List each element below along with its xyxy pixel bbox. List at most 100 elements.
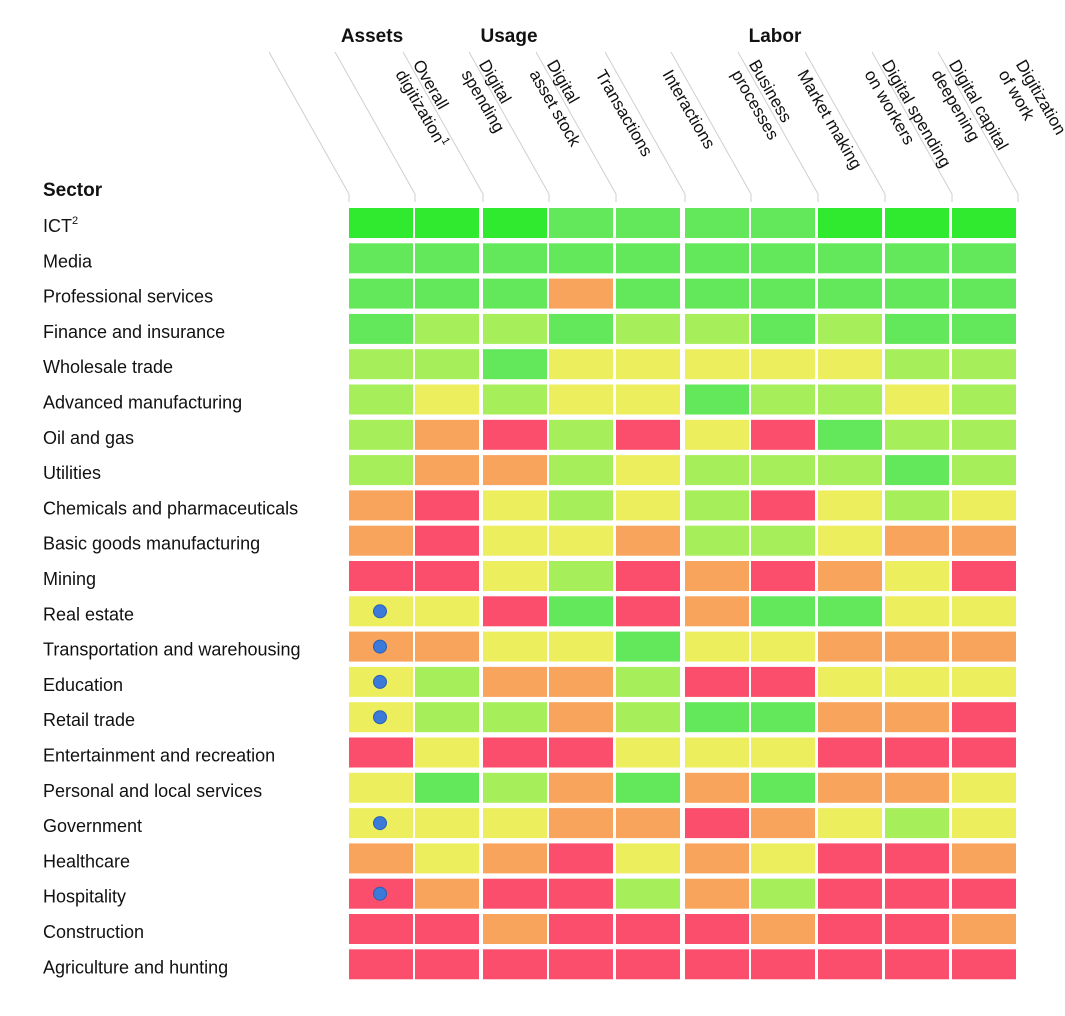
- heatmap-cell: [549, 666, 613, 697]
- heatmap-cell: [616, 737, 680, 768]
- heatmap-cell: [818, 455, 882, 486]
- heatmap-cell: [685, 561, 749, 591]
- heatmap-cell: [549, 949, 613, 980]
- marker-dot: [373, 710, 387, 725]
- heatmap-cell: [885, 278, 949, 309]
- heatmap-cell: [751, 737, 815, 768]
- heatmap-cell: [952, 666, 1016, 697]
- heatmap-cell: [549, 737, 613, 768]
- heatmap-cell: [349, 914, 413, 944]
- heatmap-cell: [952, 878, 1016, 909]
- heatmap-cell: [415, 631, 479, 662]
- column-label-interactions: Interactions: [659, 67, 719, 153]
- sector-label-entertainment-and-recreation: Entertainment and recreation: [43, 746, 275, 766]
- heatmap-cell: [616, 419, 680, 450]
- sector-label-media: Media: [43, 251, 93, 271]
- heatmap-cell: [685, 631, 749, 662]
- heatmap-cell: [685, 313, 749, 344]
- heatmap-cell: [685, 349, 749, 380]
- heatmap-cell: [885, 313, 949, 344]
- heatmap-cell: [483, 596, 547, 627]
- heatmap-cell: [483, 525, 547, 556]
- heatmap-cell: [751, 384, 815, 415]
- heatmap-cell: [549, 878, 613, 909]
- heatmap-cell: [549, 419, 613, 450]
- heatmap-cell: [415, 914, 479, 944]
- heatmap-cell: [885, 525, 949, 556]
- heatmap-cell: [415, 596, 479, 627]
- heatmap-cell: [349, 419, 413, 450]
- heatmap-cell: [483, 561, 547, 591]
- heatmap-cell: [483, 313, 547, 344]
- heatmap-cell: [818, 631, 882, 662]
- heatmap-cell: [349, 208, 413, 238]
- heatmap-cell: [751, 561, 815, 591]
- heatmap-cell: [818, 243, 882, 274]
- heatmap-cell: [818, 349, 882, 380]
- heatmap-cell: [952, 596, 1016, 627]
- heatmap-cell: [885, 208, 949, 238]
- heatmap-cell: [415, 949, 479, 980]
- heatmap-cell: [549, 596, 613, 627]
- heatmap-cell: [549, 313, 613, 344]
- heatmap-cell: [616, 666, 680, 697]
- heatmap-cell: [685, 772, 749, 803]
- heatmap-cell: [685, 490, 749, 521]
- heatmap-cell: [483, 914, 547, 944]
- heatmap-cell: [751, 278, 815, 309]
- heatmap-cell: [952, 419, 1016, 450]
- heatmap-cell: [483, 490, 547, 521]
- heatmap-cell: [549, 843, 613, 874]
- heatmap-cell: [885, 631, 949, 662]
- heatmap-cell: [818, 702, 882, 733]
- heatmap-cell: [952, 772, 1016, 803]
- sector-label-professional-services: Professional services: [43, 287, 213, 307]
- heatmap-cell: [685, 419, 749, 450]
- heatmap-cell: [885, 772, 949, 803]
- heatmap-cell: [818, 843, 882, 874]
- heatmap-cell: [818, 384, 882, 415]
- heatmap-cell: [349, 349, 413, 380]
- heatmap-cell: [483, 278, 547, 309]
- heatmap-cell: [885, 702, 949, 733]
- heatmap-cell: [483, 702, 547, 733]
- heatmap-cell: [415, 561, 479, 591]
- heatmap-cell: [685, 702, 749, 733]
- sector-label-education: Education: [43, 675, 123, 695]
- heatmap-cell: [751, 772, 815, 803]
- heatmap-cell: [952, 843, 1016, 874]
- heatmap-cell: [415, 843, 479, 874]
- sector-label-hospitality: Hospitality: [43, 887, 126, 907]
- heatmap-cell: [885, 914, 949, 944]
- heatmap-cell: [818, 313, 882, 344]
- sector-label-utilities: Utilities: [43, 463, 101, 483]
- heatmap-cell: [818, 808, 882, 839]
- footnote-marker: 1: [439, 136, 452, 147]
- column-divider: [937, 51, 1019, 195]
- heatmap-cell: [415, 208, 479, 238]
- heatmap-cell: [549, 208, 613, 238]
- heatmap-cell: [818, 525, 882, 556]
- sector-label-government: Government: [43, 816, 142, 836]
- heatmap-cell: [616, 278, 680, 309]
- heatmap-cell: [616, 843, 680, 874]
- heatmap-cell: [751, 631, 815, 662]
- heatmap-cell: [415, 455, 479, 486]
- column-divider: [402, 51, 484, 195]
- heatmap-cell: [818, 737, 882, 768]
- column-divider: [670, 51, 752, 195]
- column-header-area: Assets Usage LaborOveralldigitization1Digi…: [268, 26, 1065, 202]
- heatmap-cell: [952, 914, 1016, 944]
- heatmap-cell: [549, 243, 613, 274]
- heatmap-cell: [415, 490, 479, 521]
- heatmap-cell: [685, 808, 749, 839]
- heatmap-cell: [952, 349, 1016, 380]
- heatmap-cell: [751, 843, 815, 874]
- heatmap-cell: [685, 949, 749, 980]
- heatmap-cell: [549, 278, 613, 309]
- marker-dot: [373, 674, 387, 689]
- heatmap-cell: [349, 455, 413, 486]
- heatmap-cell: [415, 243, 479, 274]
- heatmap-cell: [616, 455, 680, 486]
